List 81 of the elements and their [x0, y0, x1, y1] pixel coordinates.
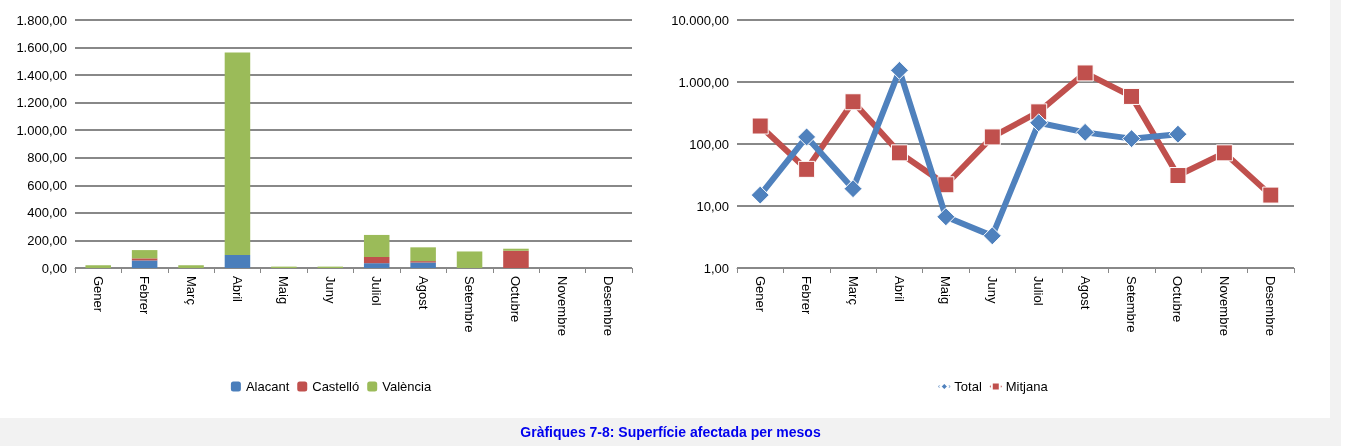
point	[1168, 124, 1188, 144]
point	[797, 127, 817, 147]
y-tick-label: 800,00	[27, 150, 67, 166]
x-tick-label: Abril	[891, 276, 907, 303]
point	[937, 176, 955, 194]
x-tick-label: Juliol	[369, 276, 385, 306]
x-tick-label: Febrer	[137, 276, 153, 315]
x-tick-label: Desembre	[601, 276, 617, 336]
x-tick-label: Abril	[229, 276, 245, 303]
y-tick-label: 1.000,00	[678, 74, 729, 90]
y-tick-label: 10,00	[696, 198, 729, 214]
point	[982, 226, 1002, 246]
x-tick-label: Setembre	[462, 276, 478, 333]
x-tick-label: Gener	[90, 276, 106, 313]
x-tick-label: Març	[845, 276, 861, 306]
bar	[410, 262, 436, 268]
point	[890, 144, 908, 162]
bar	[503, 250, 529, 268]
bar	[131, 258, 158, 261]
bar	[224, 254, 251, 268]
text: Gràfiques 7-8: Superfície afectada per mesos	[519, 423, 822, 442]
x-tick-label: Març	[183, 276, 199, 306]
x-tick-label: Maig	[938, 276, 954, 305]
x-tick-label: Juny	[984, 276, 1000, 304]
y-tick-label: 1.200,00	[16, 95, 67, 111]
point	[983, 128, 1001, 146]
point	[750, 185, 770, 205]
y-tick-label: 600,00	[27, 177, 67, 193]
y-tick-label: 400,00	[27, 205, 67, 221]
bar	[178, 265, 204, 268]
bar	[363, 234, 390, 257]
x-tick-label: Novembre	[554, 276, 570, 336]
point	[1122, 129, 1142, 149]
y-tick-label: 200,00	[27, 232, 67, 248]
bar	[456, 251, 483, 268]
legend-label: Alacant	[245, 379, 290, 394]
point	[751, 117, 769, 135]
y-tick-label: 1.800,00	[16, 12, 67, 28]
bar	[363, 256, 390, 264]
y-tick-label: 1.000,00	[16, 122, 67, 138]
x-tick-label: Agost	[415, 276, 431, 310]
point	[1215, 144, 1233, 162]
bar	[503, 248, 529, 251]
y-tick-label: 0,00	[41, 260, 67, 276]
legend-label: València	[382, 379, 432, 394]
point	[798, 160, 816, 178]
bar	[363, 263, 390, 268]
x-tick-label: Juliol	[1031, 276, 1047, 306]
x-tick-label: Octubre	[508, 276, 524, 323]
x-tick-label: Febrer	[799, 276, 815, 315]
x-tick-label: Gener	[752, 276, 768, 313]
point	[936, 207, 956, 227]
x-tick-label: Novembre	[1216, 276, 1232, 336]
legend-label: Mitjana	[1005, 379, 1049, 394]
x-tick-label: Agost	[1077, 276, 1093, 310]
y-tick-label: 10.000,00	[671, 12, 729, 28]
y-tick-label: 100,00	[689, 136, 729, 152]
point	[1169, 167, 1187, 185]
point	[1075, 122, 1095, 142]
point	[1262, 186, 1280, 204]
x-tick-label: Maig	[276, 276, 292, 305]
point	[1123, 87, 1141, 105]
bar	[410, 247, 436, 262]
x-tick-label: Juny	[322, 276, 338, 304]
point	[1076, 64, 1094, 82]
point	[844, 93, 862, 111]
y-tick-label: 1.400,00	[16, 67, 67, 83]
y-tick-label: 1,00	[703, 260, 729, 276]
bar	[224, 52, 251, 255]
bar	[131, 260, 158, 268]
point	[889, 60, 909, 80]
legend-label: Total	[954, 379, 982, 394]
y-tick-label: 1.600,00	[16, 40, 67, 56]
x-tick-label: Desembre	[1263, 276, 1279, 336]
bar	[131, 250, 158, 259]
x-tick-label: Octubre	[1170, 276, 1186, 323]
x-tick-label: Setembre	[1124, 276, 1140, 333]
legend-label: Castelló	[312, 379, 360, 394]
point	[843, 179, 863, 199]
point	[1029, 113, 1049, 133]
bar	[85, 265, 111, 268]
